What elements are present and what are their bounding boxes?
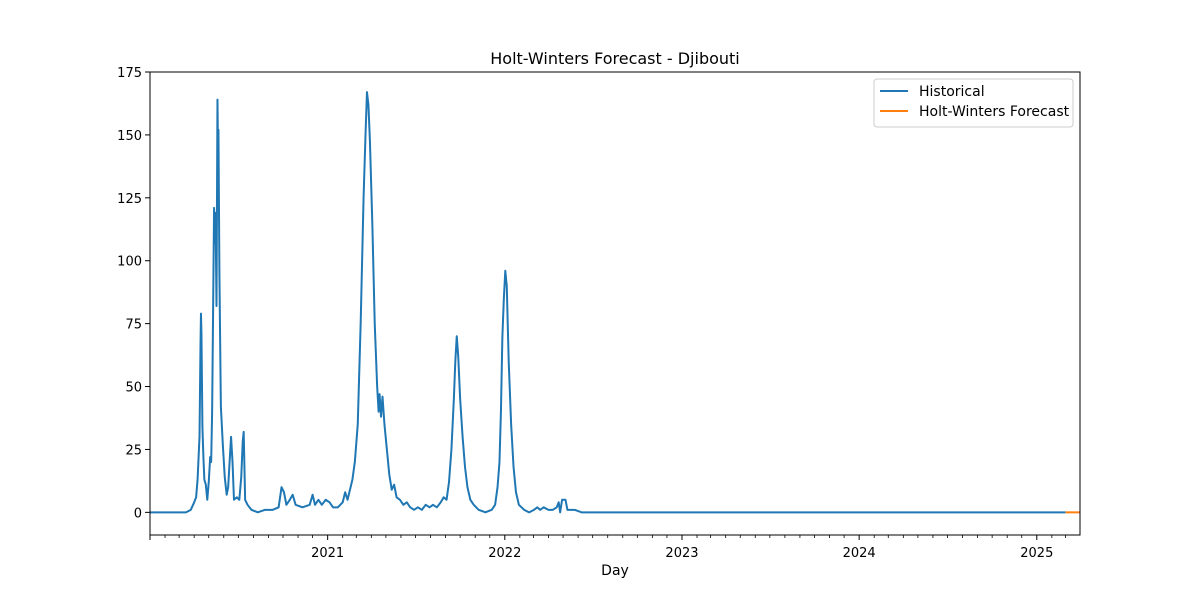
chart-title: Holt-Winters Forecast - Djibouti <box>490 49 740 68</box>
x-tick-label: 2024 <box>843 546 876 561</box>
x-axis-label: Day <box>601 563 629 579</box>
y-tick-label: 50 <box>125 381 142 396</box>
x-tick-label: 2023 <box>665 546 698 561</box>
y-tick-label: 0 <box>134 506 142 521</box>
y-tick-label: 150 <box>117 129 142 144</box>
x-tick-label: 2022 <box>488 546 521 561</box>
legend: Historical Holt-Winters Forecast <box>873 78 1074 128</box>
x-axis: 2021 2022 2023 2024 2025 <box>149 535 1066 561</box>
legend-box <box>873 78 1074 128</box>
legend-label-forecast: Holt-Winters Forecast <box>919 104 1070 120</box>
plot-area <box>150 91 1080 514</box>
y-tick-label: 75 <box>125 318 142 333</box>
plot-frame <box>149 71 1081 536</box>
y-tick-label: 100 <box>117 255 142 270</box>
legend-label-historical: Historical <box>919 84 985 100</box>
x-tick-label: 2021 <box>311 546 344 561</box>
y-tick-label: 125 <box>117 192 142 207</box>
series-line-historical <box>150 91 1066 514</box>
y-tick-label: 25 <box>125 443 142 458</box>
y-tick-label: 175 <box>117 66 142 81</box>
x-tick-label: 2025 <box>1020 546 1053 561</box>
y-axis: 0 25 50 75 100 125 150 175 <box>117 66 150 521</box>
